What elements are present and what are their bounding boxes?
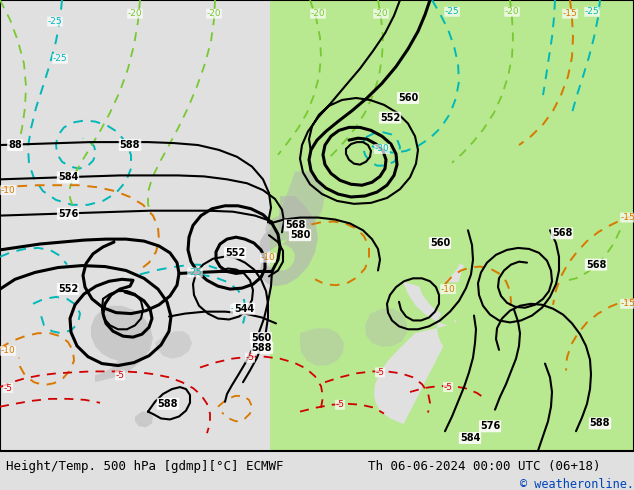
Text: -10: -10 — [1, 186, 15, 195]
Text: 580: 580 — [290, 230, 310, 240]
Text: -25: -25 — [585, 7, 599, 16]
Text: 88: 88 — [8, 140, 22, 150]
Text: 560: 560 — [251, 333, 271, 343]
Text: 552: 552 — [58, 284, 78, 294]
Text: -5: -5 — [245, 353, 254, 362]
Polygon shape — [135, 412, 153, 427]
Text: © weatheronline.co.uk: © weatheronline.co.uk — [520, 478, 634, 490]
Polygon shape — [300, 328, 344, 366]
Text: 552: 552 — [225, 248, 245, 258]
Text: -5: -5 — [115, 371, 124, 380]
Polygon shape — [300, 0, 634, 286]
Text: 552: 552 — [380, 113, 400, 122]
Polygon shape — [259, 196, 318, 286]
Text: -25: -25 — [231, 304, 245, 313]
Text: -20: -20 — [373, 9, 388, 18]
Text: 568: 568 — [552, 228, 573, 238]
Text: -15: -15 — [562, 9, 578, 18]
Text: 584: 584 — [58, 172, 78, 182]
Text: 588: 588 — [120, 140, 140, 150]
Text: Th 06-06-2024 00:00 UTC (06+18): Th 06-06-2024 00:00 UTC (06+18) — [368, 460, 600, 473]
Text: 568: 568 — [285, 220, 305, 230]
Polygon shape — [270, 0, 634, 451]
Text: 588: 588 — [252, 343, 272, 353]
Text: -20: -20 — [207, 9, 221, 18]
Text: -10: -10 — [293, 229, 307, 238]
Text: 568: 568 — [586, 260, 606, 270]
Text: -10: -10 — [1, 346, 15, 355]
Text: 576: 576 — [480, 421, 500, 431]
Text: -5: -5 — [4, 384, 13, 392]
Polygon shape — [155, 331, 192, 359]
Text: -5: -5 — [375, 368, 384, 377]
Polygon shape — [295, 189, 634, 451]
Text: -20: -20 — [311, 9, 325, 18]
Text: -10: -10 — [441, 285, 455, 294]
Polygon shape — [265, 172, 325, 241]
Text: 588: 588 — [158, 399, 178, 409]
Text: -30: -30 — [375, 145, 389, 153]
Text: -25: -25 — [444, 7, 459, 16]
Text: 560: 560 — [398, 93, 418, 103]
Text: -15: -15 — [621, 299, 634, 308]
Polygon shape — [91, 306, 153, 382]
Text: -20: -20 — [505, 7, 519, 16]
Text: -25: -25 — [53, 54, 67, 63]
Text: -15: -15 — [621, 213, 634, 222]
Text: 576: 576 — [58, 209, 78, 219]
Text: 588: 588 — [590, 418, 611, 428]
Text: 584: 584 — [460, 433, 480, 443]
Text: Height/Temp. 500 hPa [gdmp][°C] ECMWF: Height/Temp. 500 hPa [gdmp][°C] ECMWF — [6, 460, 284, 473]
Text: -25: -25 — [48, 17, 62, 26]
Text: -5: -5 — [335, 400, 344, 409]
Text: -25: -25 — [188, 268, 202, 277]
Text: -10: -10 — [261, 253, 275, 262]
Text: -20: -20 — [127, 9, 142, 18]
Polygon shape — [365, 309, 407, 347]
Text: 560: 560 — [430, 238, 450, 248]
Text: 544: 544 — [234, 304, 254, 314]
Text: -5: -5 — [444, 383, 453, 392]
